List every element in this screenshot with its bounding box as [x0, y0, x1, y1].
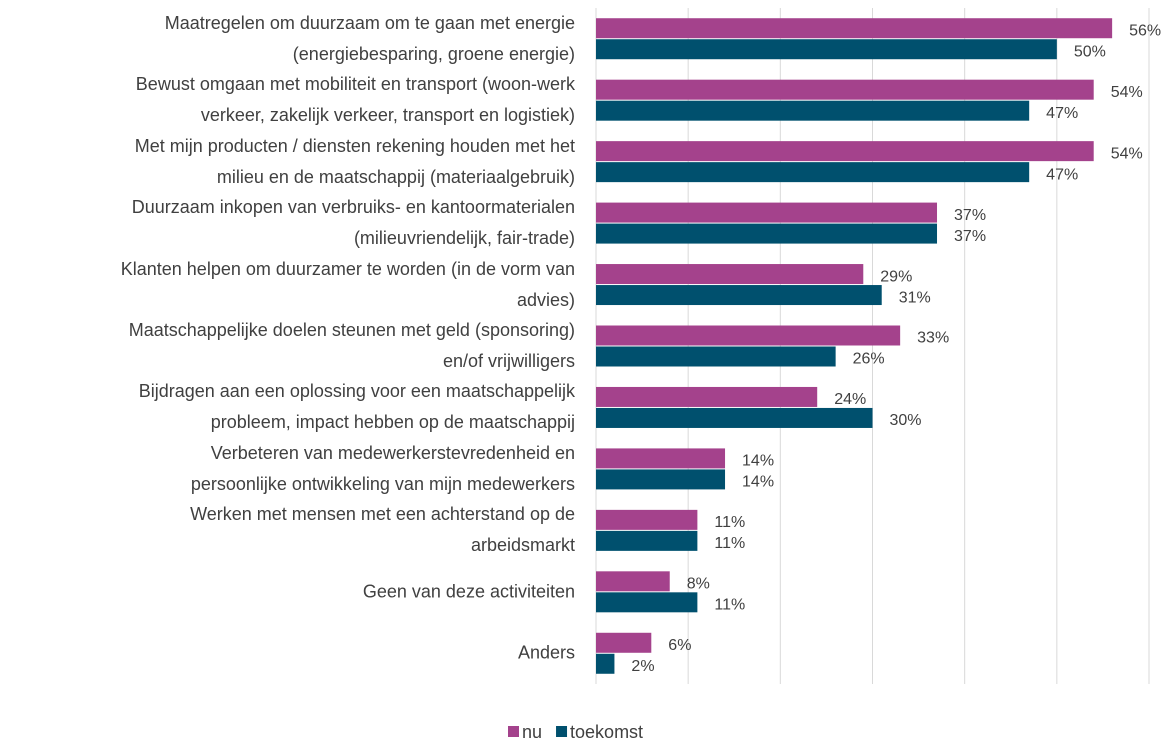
bar [596, 407, 873, 428]
bar [596, 530, 698, 551]
y-tick-label: Geen van deze activiteiten [362, 581, 575, 602]
y-tick-label: Maatschappelijke doelen steunen met geld… [128, 320, 575, 371]
data-label: 26% [853, 351, 885, 368]
data-label: 14% [742, 474, 774, 491]
bar [596, 100, 1030, 121]
bar [596, 571, 670, 592]
data-label: 11% [714, 597, 745, 614]
y-tick-label: Met mijn producten / diensten rekening h… [134, 135, 575, 187]
y-tick-label: Anders [517, 642, 575, 663]
bar [596, 162, 1030, 183]
data-label: 37% [954, 207, 986, 224]
bar [596, 285, 882, 306]
legend-label: nu [522, 722, 542, 742]
bar [596, 223, 938, 244]
bar [596, 325, 901, 346]
bar [596, 448, 726, 469]
bar [596, 39, 1057, 60]
y-tick-label: Duurzaam inkopen van verbruiks- en kanto… [131, 197, 575, 249]
bar [596, 592, 698, 613]
data-label: 37% [954, 228, 986, 245]
bar [596, 18, 1113, 39]
data-label: 31% [899, 289, 931, 306]
data-label: 56% [1129, 22, 1161, 39]
data-label: 54% [1111, 84, 1143, 101]
data-label: 29% [880, 268, 912, 285]
bar [596, 386, 818, 407]
data-label: 8% [687, 576, 710, 593]
data-label: 2% [631, 658, 654, 675]
data-label: 6% [668, 637, 691, 654]
data-label: 24% [834, 391, 866, 408]
y-tick-label: Werken met mensen met een achterstand op… [190, 504, 575, 556]
bar [596, 79, 1094, 100]
bar [596, 202, 938, 223]
y-tick-label: Maatregelen om duurzaam om te gaan met e… [164, 12, 575, 64]
data-label: 30% [890, 412, 922, 429]
data-label: 47% [1046, 105, 1078, 122]
legend-swatch [556, 726, 568, 737]
legend-swatch [508, 726, 519, 737]
data-label: 47% [1046, 166, 1078, 183]
data-label: 33% [917, 330, 949, 347]
y-tick-label: Bewust omgaan met mobiliteit en transpor… [135, 74, 575, 126]
bar [596, 653, 615, 674]
bar [596, 346, 836, 367]
y-tick-label: Bijdragen aan een oplossing voor een maa… [138, 381, 575, 433]
bar [596, 509, 698, 530]
data-label: 11% [714, 514, 745, 531]
y-tick-label: Verbeteren van medewerkerstevredenheid e… [190, 442, 575, 494]
data-label: 50% [1074, 43, 1106, 60]
legend-label: toekomst [570, 722, 643, 742]
y-tick-label: Klanten helpen om duurzamer te worden (i… [120, 258, 575, 310]
bar [596, 632, 652, 653]
data-label: 11% [714, 535, 745, 552]
bar [596, 469, 726, 490]
data-label: 54% [1111, 145, 1143, 162]
bar [596, 141, 1094, 162]
data-label: 14% [742, 453, 774, 470]
bar [596, 264, 864, 285]
